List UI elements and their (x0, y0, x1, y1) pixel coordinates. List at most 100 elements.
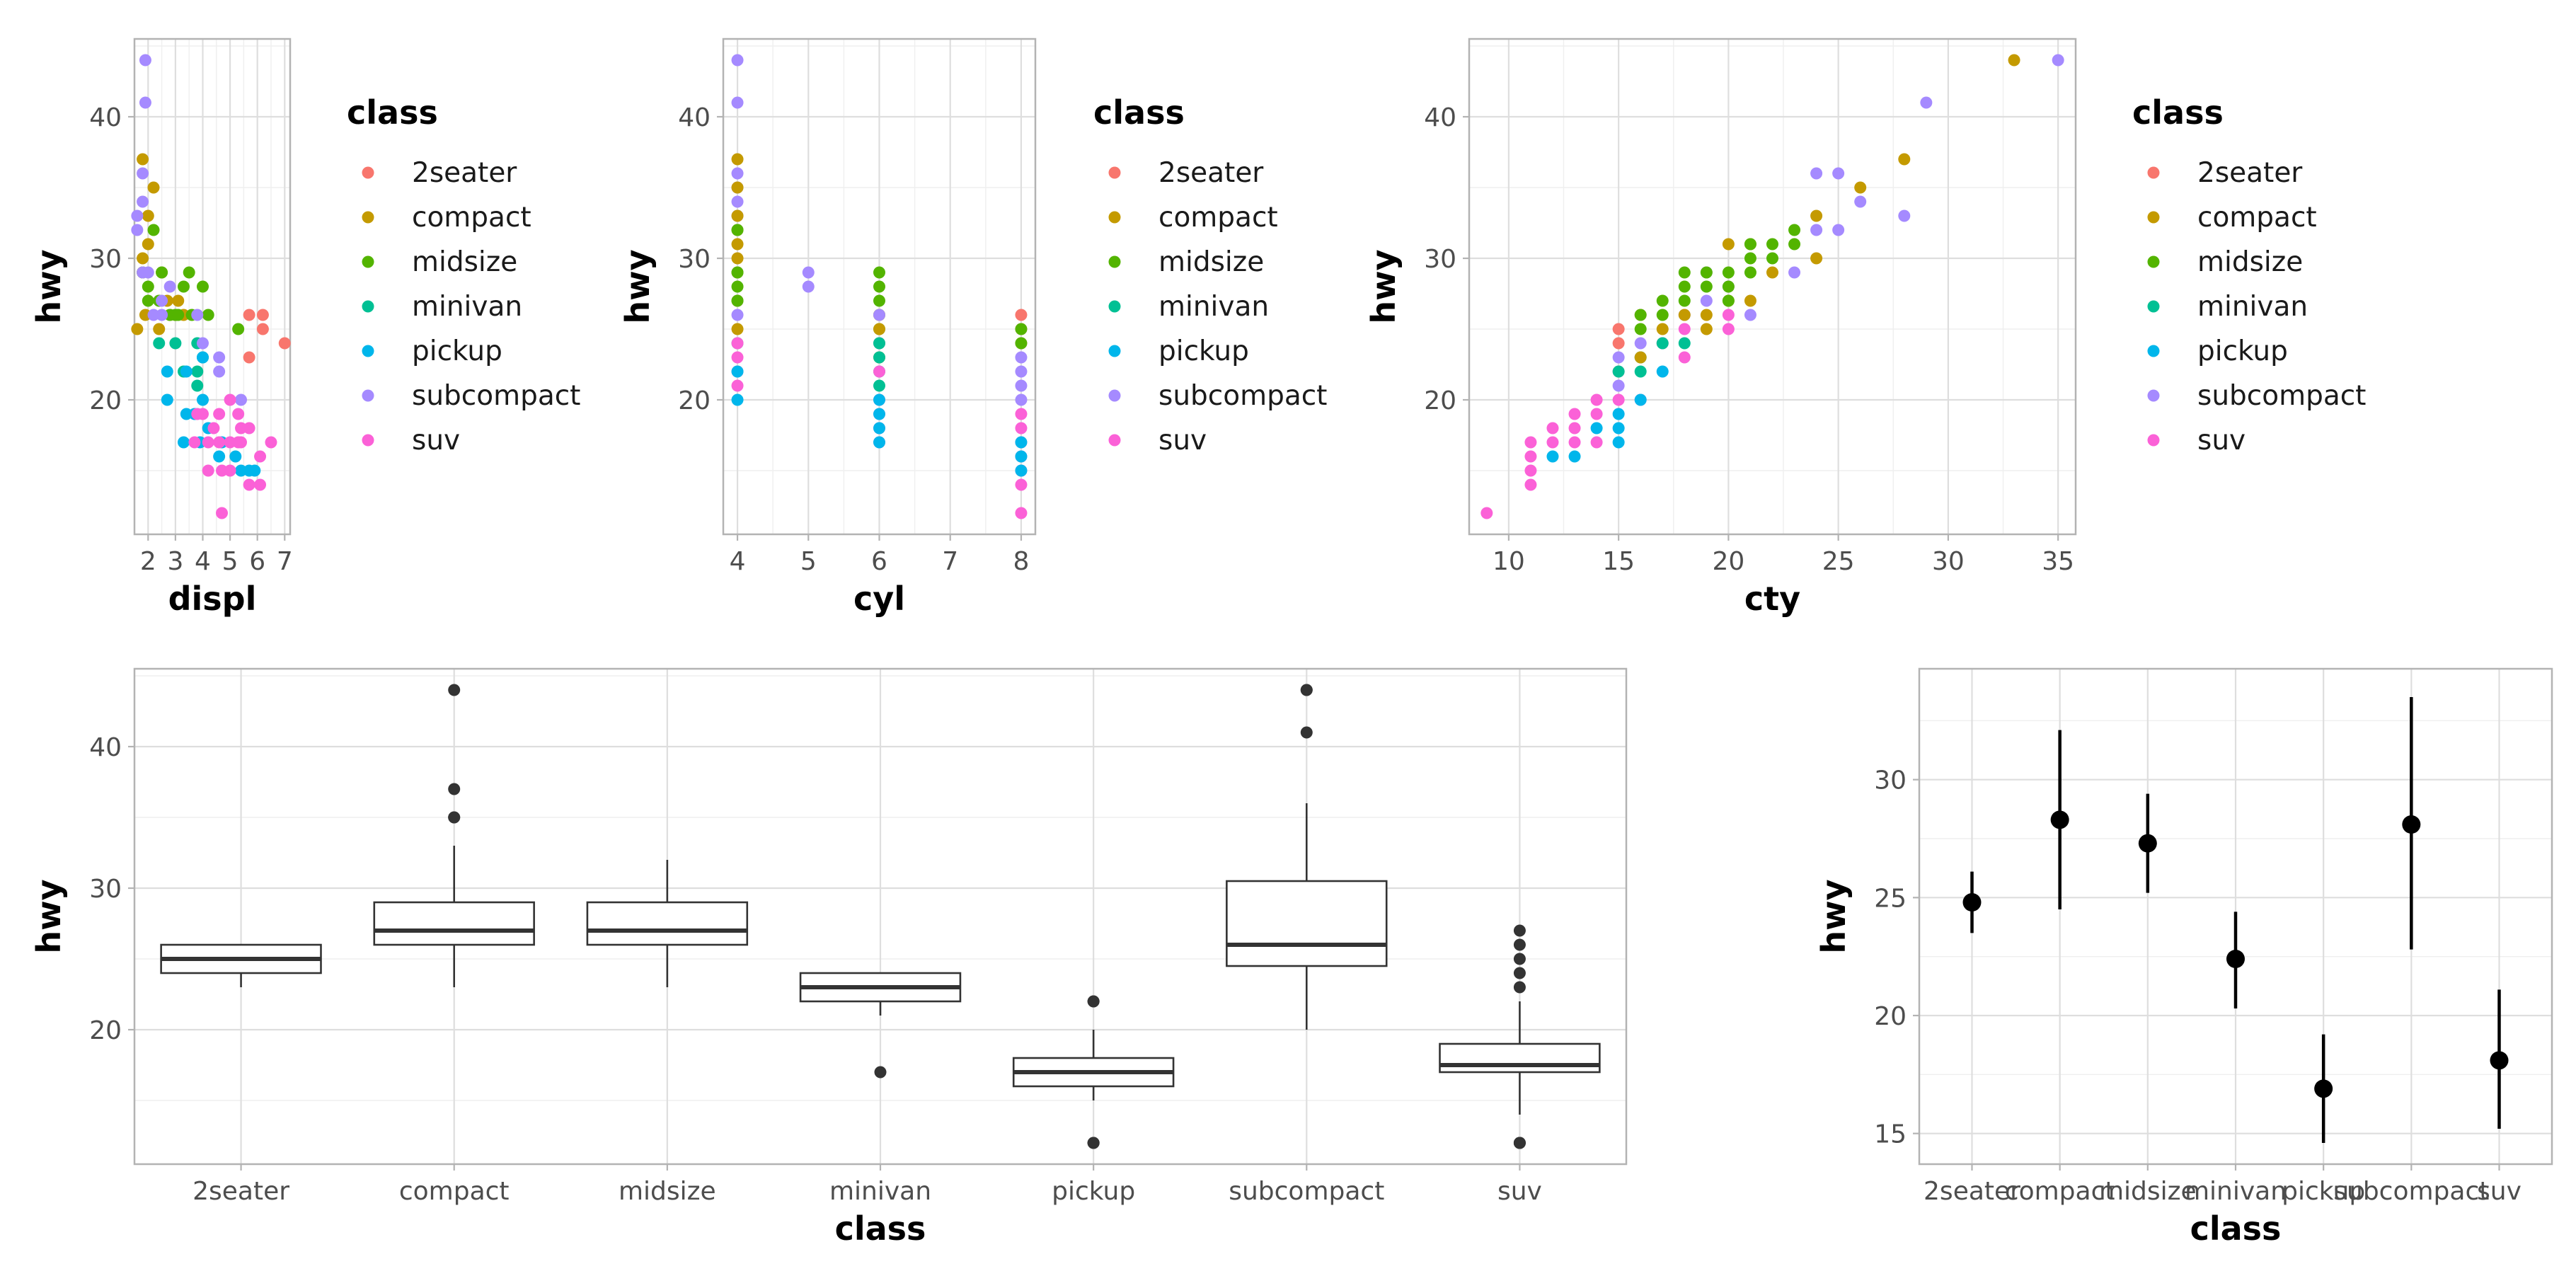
data-point-pickup (1546, 450, 1559, 463)
legend-key-compact (1108, 211, 1121, 224)
legend-key-compact (362, 211, 374, 224)
legend-key-minivan (2147, 300, 2160, 313)
data-point-2seater (243, 351, 255, 364)
data-point-midsize (1744, 266, 1756, 279)
legend-key-subcompact (1108, 389, 1121, 402)
legend-title: class (2132, 93, 2224, 132)
data-point-suv (216, 507, 229, 519)
data-point-suv (1546, 422, 1559, 435)
data-point-compact (172, 294, 185, 307)
box-outlier (1300, 726, 1313, 739)
data-point-suv (731, 351, 744, 364)
y-tick-label: 30 (89, 875, 122, 904)
data-point-pickup (1612, 408, 1625, 420)
data-point-suv (1015, 408, 1028, 420)
data-point-suv (1480, 507, 1493, 519)
data-point-midsize (1700, 280, 1713, 293)
panel-p1: 20 30 40 2 3 4 5 6 7 displ hwy (30, 38, 293, 618)
data-point-compact (731, 209, 744, 222)
x-tick-label: 30 (1932, 547, 1965, 576)
pointrange-suv (2490, 989, 2509, 1129)
data-point-suv (1568, 422, 1581, 435)
x-tick-label: 2 (140, 547, 156, 576)
data-point-subcompact (1700, 294, 1713, 307)
data-point-2seater (1612, 323, 1625, 335)
data-point-subcompact (731, 54, 744, 67)
legend-label-compact: compact (2197, 202, 2317, 234)
x-tick-label: 7 (277, 547, 293, 576)
legend-key-pickup (362, 345, 374, 357)
data-point-suv (1524, 478, 1537, 491)
y-tick-label: 40 (1424, 103, 1456, 132)
data-point-compact (1810, 209, 1823, 222)
data-point-midsize (1634, 323, 1647, 335)
data-point-subcompact (139, 54, 151, 67)
legend-label-suv: suv (412, 425, 460, 456)
data-point-midsize (1700, 266, 1713, 279)
data-point-midsize (1744, 252, 1756, 265)
data-point-midsize (1744, 238, 1756, 251)
data-point-suv (202, 464, 214, 477)
y-tick-label: 20 (1424, 386, 1456, 415)
legend-key-suv (1108, 434, 1121, 447)
data-point-midsize (873, 280, 885, 293)
x-tick-label: 5 (222, 547, 238, 576)
data-point-compact (731, 323, 744, 335)
data-point-suv (202, 436, 214, 449)
data-point-midsize (232, 323, 245, 335)
data-point-midsize (1634, 309, 1647, 321)
x-tick-label: compact (2005, 1177, 2115, 1206)
data-point-compact (1700, 323, 1713, 335)
data-point-2seater (256, 323, 269, 335)
box-pickup (1012, 995, 1175, 1149)
x-tick-label: 20 (1712, 547, 1744, 576)
data-point-subcompact (1015, 351, 1028, 364)
data-point-pickup (196, 351, 209, 364)
box-outlier (1513, 938, 1526, 951)
legend-label-suv: suv (1158, 425, 1207, 456)
data-point-midsize (142, 280, 154, 293)
data-point-subcompact (191, 309, 204, 321)
data-point-compact (131, 323, 144, 335)
data-point-compact (731, 153, 744, 166)
y-tick-label: 20 (89, 386, 122, 415)
panel-p4: 20 30 40 2seater compact midsize minivan pickup… (30, 667, 1628, 1248)
legend-label-subcompact: subcompact (1158, 380, 1327, 412)
legend-label-pickup: pickup (2197, 335, 2288, 367)
data-point-suv (224, 464, 236, 477)
data-point-midsize (147, 224, 160, 236)
data-point-compact (1700, 309, 1713, 321)
x-tick-label: subcompact (2333, 1177, 2489, 1206)
legend-label-subcompact: subcompact (2197, 380, 2366, 412)
legend-label-subcompact: subcompact (412, 380, 580, 412)
data-point-compact (142, 209, 154, 222)
data-point-suv (213, 408, 226, 420)
data-point-midsize (1766, 238, 1778, 251)
data-point-minivan (191, 379, 204, 392)
box-minivan (799, 972, 962, 1079)
legend: class 2seater compact midsize minivan pickup s… (1093, 93, 1327, 456)
data-point-pickup (731, 393, 744, 406)
x-tick-label: minivan (2185, 1177, 2287, 1206)
data-point-subcompact (196, 337, 209, 350)
x-tick-label: pickup (1052, 1177, 1135, 1206)
data-point-2seater (243, 309, 255, 321)
data-point-minivan (1612, 365, 1625, 378)
data-point-midsize (202, 309, 214, 321)
y-axis-title: hwy (1815, 879, 1853, 953)
legend-label-suv: suv (2197, 425, 2246, 456)
data-point-suv (254, 450, 267, 463)
data-point-2seater (278, 337, 291, 350)
data-point-midsize (1678, 280, 1691, 293)
data-point-minivan (153, 337, 166, 350)
data-point-compact (137, 252, 149, 265)
y-tick-label: 30 (678, 245, 711, 274)
data-point-compact (1656, 323, 1669, 335)
data-point-midsize (196, 280, 209, 293)
data-point-suv (1612, 393, 1625, 406)
data-point-subcompact (156, 294, 168, 307)
box-outlier (1513, 981, 1526, 994)
data-point-midsize (731, 224, 744, 236)
x-tick-label: 35 (2042, 547, 2074, 576)
